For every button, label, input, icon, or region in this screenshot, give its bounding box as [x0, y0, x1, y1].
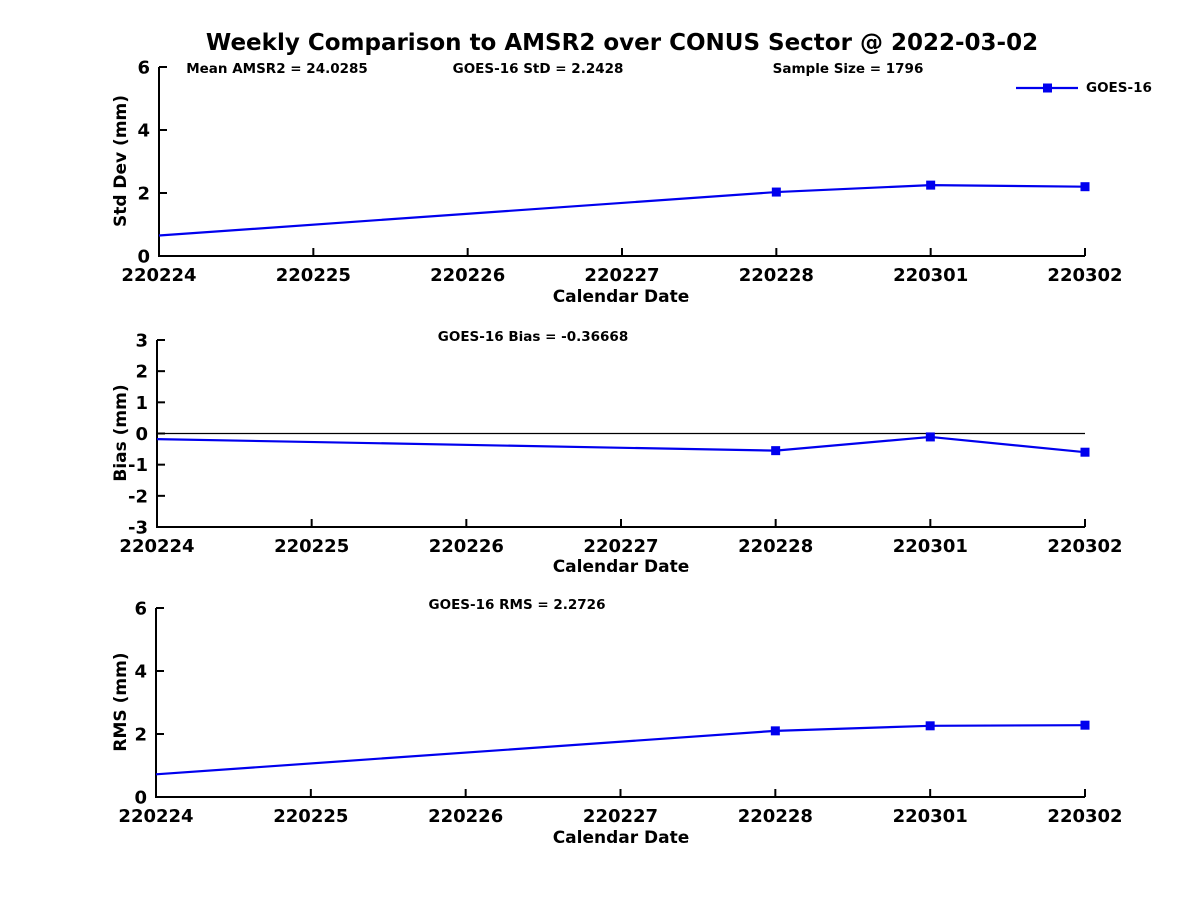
- y-tick-label: 3: [135, 331, 148, 352]
- y-tick-label: 2: [137, 184, 150, 205]
- stddev-x-axis-label: Calendar Date: [552, 287, 690, 307]
- rms-x-axis-label: Calendar Date: [552, 828, 690, 848]
- x-tick-label: 220226: [428, 806, 503, 827]
- data-point-marker: [1080, 182, 1090, 192]
- y-tick-label: 1: [135, 393, 148, 414]
- x-tick-label: 220228: [738, 806, 813, 827]
- x-tick-label: 220228: [738, 536, 813, 557]
- bias-plot-title: GOES-16 Bias = -0.36668: [437, 329, 629, 345]
- x-tick-label: 220226: [430, 265, 505, 286]
- data-point-marker: [1080, 720, 1090, 730]
- x-tick-label: 220228: [739, 265, 814, 286]
- legend-marker-sample: [1043, 83, 1052, 93]
- y-tick-label: -1: [128, 455, 148, 476]
- y-tick-label: 2: [135, 362, 148, 383]
- x-tick-label: 220301: [893, 806, 968, 827]
- data-point-marker: [771, 187, 781, 197]
- x-tick-label: 220224: [119, 536, 194, 557]
- legend-series-label: GOES-16: [1086, 80, 1152, 96]
- y-tick-label: -3: [128, 518, 148, 539]
- annotation-goes16-std: GOES-16 StD = 2.2428: [452, 61, 624, 77]
- x-tick-label: 220224: [121, 265, 196, 286]
- data-point-marker: [771, 446, 781, 456]
- x-tick-label: 220226: [429, 536, 504, 557]
- x-tick-label: 220224: [118, 806, 193, 827]
- x-tick-label: 220301: [893, 265, 968, 286]
- x-tick-label: 220227: [584, 265, 659, 286]
- x-tick-label: 220225: [274, 536, 349, 557]
- y-tick-label: 6: [137, 58, 150, 79]
- y-tick-label: 0: [135, 424, 148, 445]
- annotation-sample-size: Sample Size = 1796: [772, 61, 924, 77]
- data-line: [156, 435, 1086, 454]
- data-line: [155, 724, 1086, 776]
- data-line: [158, 184, 1086, 237]
- bias-x-axis-label: Calendar Date: [552, 557, 690, 577]
- x-tick-label: 220227: [583, 806, 658, 827]
- y-tick-label: 0: [134, 788, 147, 809]
- data-point-marker: [925, 432, 935, 442]
- x-tick-label: 220302: [1047, 806, 1122, 827]
- data-point-marker: [770, 726, 780, 736]
- x-tick-label: 220225: [276, 265, 351, 286]
- y-tick-label: -2: [128, 486, 148, 507]
- y-tick-label: 4: [134, 662, 147, 683]
- y-tick-label: 6: [134, 599, 147, 620]
- data-point-marker: [925, 721, 935, 731]
- figure-title: Weekly Comparison to AMSR2 over CONUS Se…: [205, 30, 1039, 56]
- data-point-marker: [926, 180, 936, 190]
- x-tick-label: 220227: [583, 536, 658, 557]
- x-tick-label: 220225: [273, 806, 348, 827]
- axis-lines: [158, 67, 1085, 257]
- y-tick-label: 4: [137, 121, 150, 142]
- rms-plot-title: GOES-16 RMS = 2.2726: [428, 597, 606, 613]
- x-tick-label: 220301: [893, 536, 968, 557]
- x-tick-label: 220302: [1047, 265, 1122, 286]
- axis-lines: [155, 608, 1085, 798]
- y-tick-label: 2: [134, 725, 147, 746]
- data-point-marker: [1080, 447, 1090, 457]
- y-tick-label: 0: [137, 247, 150, 268]
- x-tick-label: 220302: [1047, 536, 1122, 557]
- annotation-mean-amsr2: Mean AMSR2 = 24.0285: [186, 61, 368, 77]
